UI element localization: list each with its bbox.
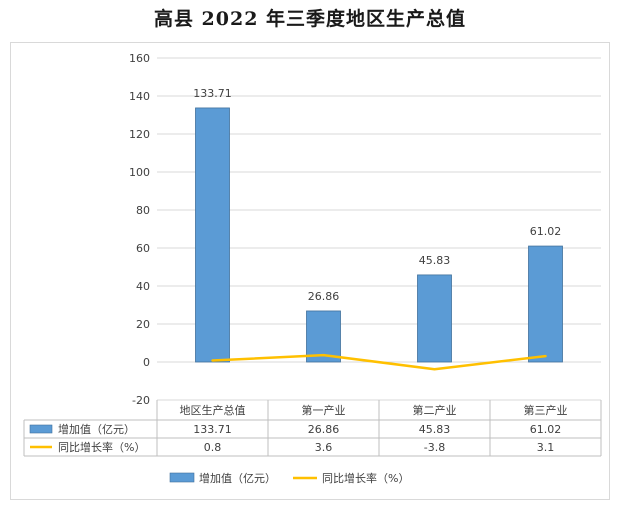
table-cell: 133.71 — [193, 423, 232, 436]
y-tick-label: 120 — [129, 128, 150, 141]
legend-swatch-bar — [169, 472, 195, 483]
y-tick-label: 40 — [136, 280, 150, 293]
y-tick-label: 60 — [136, 242, 150, 255]
table-legend-swatch-bar — [29, 424, 53, 434]
legend-label: 同比增长率（%） — [322, 471, 409, 485]
y-tick-label: 20 — [136, 318, 150, 331]
table-cell: 3.1 — [537, 441, 555, 454]
bar-data-label: 61.02 — [530, 225, 562, 238]
category-label: 第二产业 — [413, 403, 457, 417]
bar — [417, 274, 452, 363]
legend-label: 增加值（亿元） — [199, 471, 276, 485]
y-tick-label: 80 — [136, 204, 150, 217]
bar — [306, 310, 341, 363]
bar-data-label: 45.83 — [419, 254, 451, 267]
chart-title: 高县 2022 年三季度地区生产总值 — [153, 8, 467, 30]
y-tick-label: 100 — [129, 166, 150, 179]
y-tick-label: 160 — [129, 52, 150, 65]
table-cell: 0.8 — [204, 441, 222, 454]
category-label: 第三产业 — [524, 403, 568, 417]
bar-data-label: 133.71 — [193, 87, 232, 100]
y-tick-label: 140 — [129, 90, 150, 103]
table-cell: 3.6 — [315, 441, 333, 454]
y-tick-label: 0 — [143, 356, 150, 369]
chart-frame — [10, 42, 610, 500]
table-row-label: 增加值（亿元） — [58, 422, 135, 436]
bar — [528, 245, 563, 363]
table-cell: 45.83 — [419, 423, 451, 436]
category-label: 地区生产总值 — [180, 403, 246, 417]
bar-data-label: 26.86 — [308, 290, 340, 303]
growth-rate-line — [211, 353, 547, 371]
y-tick-label: -20 — [132, 394, 150, 407]
bar — [195, 107, 230, 363]
category-label: 第一产业 — [302, 403, 346, 417]
table-cell: -3.8 — [424, 441, 445, 454]
table-cell: 26.86 — [308, 423, 340, 436]
table-row-label: 同比增长率（%） — [58, 440, 145, 454]
table-cell: 61.02 — [530, 423, 562, 436]
